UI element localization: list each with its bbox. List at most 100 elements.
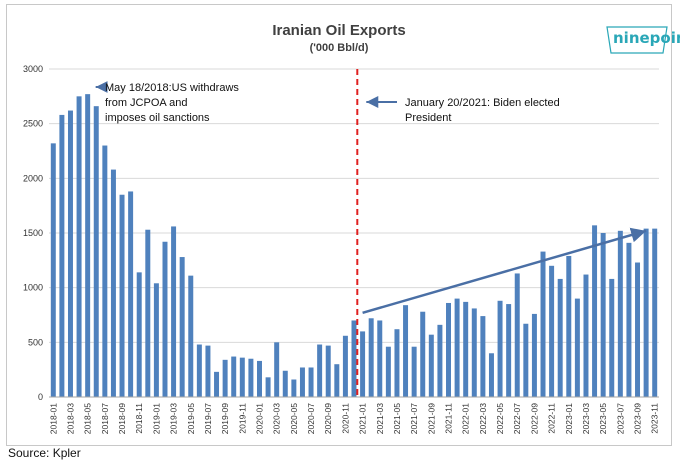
- bar: [549, 265, 555, 397]
- x-tick-label: 2021-01: [358, 403, 368, 434]
- bar: [299, 367, 305, 397]
- bar: [471, 308, 477, 397]
- gridlines: [49, 68, 659, 398]
- annotation-text: President: [405, 112, 451, 124]
- chart-title: Iranian Oil Exports: [272, 22, 405, 39]
- x-tick-label: 2019-09: [220, 403, 230, 434]
- x-tick-label: 2022-03: [478, 403, 488, 434]
- bar: [635, 262, 641, 397]
- bar: [265, 377, 271, 397]
- bar: [377, 320, 383, 397]
- bar: [403, 305, 409, 397]
- bar: [274, 342, 280, 397]
- x-tick-label: 2020-03: [272, 403, 282, 434]
- bar: [153, 283, 159, 397]
- y-tick-label: 2000: [23, 173, 43, 183]
- x-tick-label: 2018-01: [48, 403, 58, 434]
- y-tick-label: 2500: [23, 119, 43, 129]
- x-tick-label: 2023-07: [615, 403, 625, 434]
- bar: [248, 358, 254, 397]
- trend-arrow: [362, 227, 647, 315]
- bar: [222, 359, 228, 397]
- x-tick-label: 2021-07: [409, 403, 419, 434]
- bar: [574, 298, 580, 397]
- bar: [437, 324, 443, 397]
- bar: [420, 311, 426, 397]
- annotation-text: January 20/2021: Biden elected: [405, 97, 560, 109]
- bar: [257, 360, 262, 397]
- logo-mark-icon: [606, 26, 668, 54]
- bar: [145, 229, 151, 397]
- x-tick-label: 2020-07: [306, 403, 316, 434]
- x-tick-label: 2020-01: [254, 403, 264, 434]
- bar: [50, 143, 56, 397]
- bar: [480, 316, 486, 397]
- bar: [609, 278, 615, 397]
- bar: [188, 275, 194, 397]
- bar: [583, 274, 589, 397]
- bar: [368, 318, 374, 397]
- bar: [523, 323, 529, 397]
- bar: [325, 345, 331, 397]
- bar: [531, 313, 537, 397]
- bar: [463, 301, 469, 397]
- x-tick-label: 2021-03: [375, 403, 385, 434]
- y-tick-label: 0: [38, 392, 43, 402]
- annotations: May 18/2018:US withdraws from JCPOA and im…: [95, 69, 647, 397]
- bar: [85, 94, 91, 397]
- bar: [102, 145, 108, 397]
- x-tick-label: 2019-05: [186, 403, 196, 434]
- bar: [626, 242, 632, 397]
- bar: [205, 345, 211, 397]
- bar: [342, 335, 348, 397]
- bar: [600, 233, 606, 397]
- bar: [454, 298, 460, 397]
- x-tick-label: 2018-05: [83, 403, 93, 434]
- chart-subtitle: ('000 Bbl/d): [310, 42, 369, 54]
- bar: [446, 302, 451, 397]
- y-tick-labels: 0 500 1000 1500 2000 2500 3000: [23, 64, 43, 402]
- x-tick-label: 2019-01: [151, 403, 161, 434]
- bar: [179, 257, 185, 397]
- bar: [239, 357, 245, 397]
- bar: [93, 106, 99, 397]
- x-tick-label: 2019-03: [169, 403, 179, 434]
- bar: [196, 344, 202, 397]
- bar: [411, 346, 417, 397]
- bar: [334, 364, 340, 397]
- x-tick-label: 2018-11: [134, 403, 144, 434]
- x-tick-label: 2022-07: [512, 403, 522, 434]
- y-tick-label: 1500: [23, 228, 43, 238]
- bar: [282, 370, 288, 397]
- bar: [171, 226, 177, 397]
- bar: [514, 273, 520, 397]
- x-tick-label: 2019-07: [203, 403, 213, 434]
- bar: [643, 228, 649, 397]
- y-tick-label: 1000: [23, 283, 43, 293]
- bar: [592, 225, 598, 397]
- bar: [119, 194, 125, 397]
- bar: [136, 272, 142, 397]
- x-tick-label: 2023-03: [581, 403, 591, 434]
- bar: [317, 344, 323, 397]
- annotation-text: imposes oil sanctions: [105, 112, 210, 124]
- x-tick-label: 2022-09: [529, 403, 539, 434]
- bar: [308, 367, 314, 397]
- bar: [497, 300, 503, 397]
- bar: [67, 110, 73, 398]
- x-tick-label: 2023-11: [650, 403, 660, 434]
- chart-frame: 0 500 1000 1500 2000 2500 3000 2018-01 2018-03 2…: [6, 4, 680, 446]
- x-tick-labels: 2018-01 2018-03 2018-05 2018-07 2018-09 2018-…: [48, 403, 659, 434]
- annotation-text: May 18/2018:US withdraws: [105, 82, 239, 94]
- bar: [557, 278, 563, 397]
- bar: [617, 230, 623, 397]
- bar: [231, 356, 237, 397]
- bar: [360, 331, 366, 397]
- x-tick-label: 2021-11: [444, 403, 454, 434]
- logo-text: ninepoint: [613, 29, 680, 47]
- bar: [428, 334, 434, 397]
- bar: [351, 320, 357, 397]
- annotation-text: from JCPOA and: [105, 97, 188, 109]
- bar: [566, 255, 572, 397]
